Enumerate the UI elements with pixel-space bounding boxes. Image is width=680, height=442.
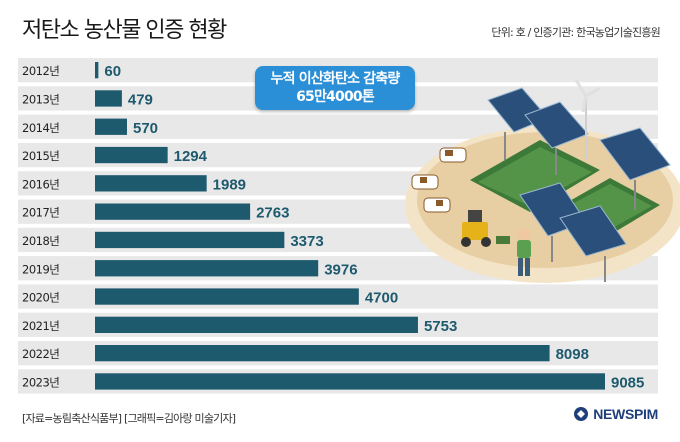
bar <box>95 203 251 220</box>
value-label: 479 <box>128 91 153 108</box>
bar <box>95 345 550 362</box>
category-label: 2021년 <box>22 319 59 333</box>
bar <box>95 90 122 107</box>
category-label: 2012년 <box>22 64 59 78</box>
category-label: 2015년 <box>22 149 59 163</box>
category-label: 2020년 <box>22 291 59 305</box>
source-credit: [자료=농림축산식품부] [그래픽=김아랑 미술기자] <box>22 412 236 425</box>
value-label: 1989 <box>213 176 246 193</box>
bar <box>95 316 418 333</box>
callout-box: 누적 이산화탄소 감축량 65만4000톤 <box>255 66 415 110</box>
bar <box>95 118 127 135</box>
bar <box>95 146 168 164</box>
value-label: 60 <box>104 63 121 80</box>
value-label: 2763 <box>256 205 289 222</box>
value-label: 5753 <box>424 318 457 335</box>
logo-text: NEWSPIM <box>593 406 658 422</box>
logo-mark-icon <box>574 407 589 421</box>
newspim-logo: NEWSPIM <box>573 406 658 422</box>
value-label: 3976 <box>324 261 357 278</box>
category-label: 2013년 <box>22 92 59 106</box>
category-label: 2014년 <box>22 121 59 135</box>
value-label: 9085 <box>611 374 644 391</box>
solar-farm-illustration <box>405 79 680 283</box>
unit-note: 단위: 호 / 인증기관: 한국농업기술진흥원 <box>491 26 660 39</box>
category-label: 2016년 <box>22 177 59 191</box>
bar <box>95 288 359 305</box>
bar <box>95 260 319 277</box>
value-label: 1294 <box>174 148 208 165</box>
bar <box>95 175 207 192</box>
page-title: 저탄소 농산물 인증 현황 <box>22 18 227 43</box>
callout-line2: 65만4000톤 <box>296 89 375 105</box>
bar <box>95 231 285 249</box>
bar <box>95 62 99 79</box>
value-label: 570 <box>133 120 158 137</box>
category-label: 2019년 <box>22 262 59 276</box>
category-label: 2017년 <box>22 206 59 220</box>
value-label: 3373 <box>290 233 323 250</box>
value-label: 8098 <box>556 346 589 363</box>
category-label: 2022년 <box>22 347 59 361</box>
callout-line1: 누적 이산화탄소 감축량 <box>270 71 401 87</box>
bar <box>95 373 605 390</box>
category-label: 2023년 <box>22 375 59 389</box>
category-label: 2018년 <box>22 234 59 248</box>
value-label: 4700 <box>365 290 398 307</box>
